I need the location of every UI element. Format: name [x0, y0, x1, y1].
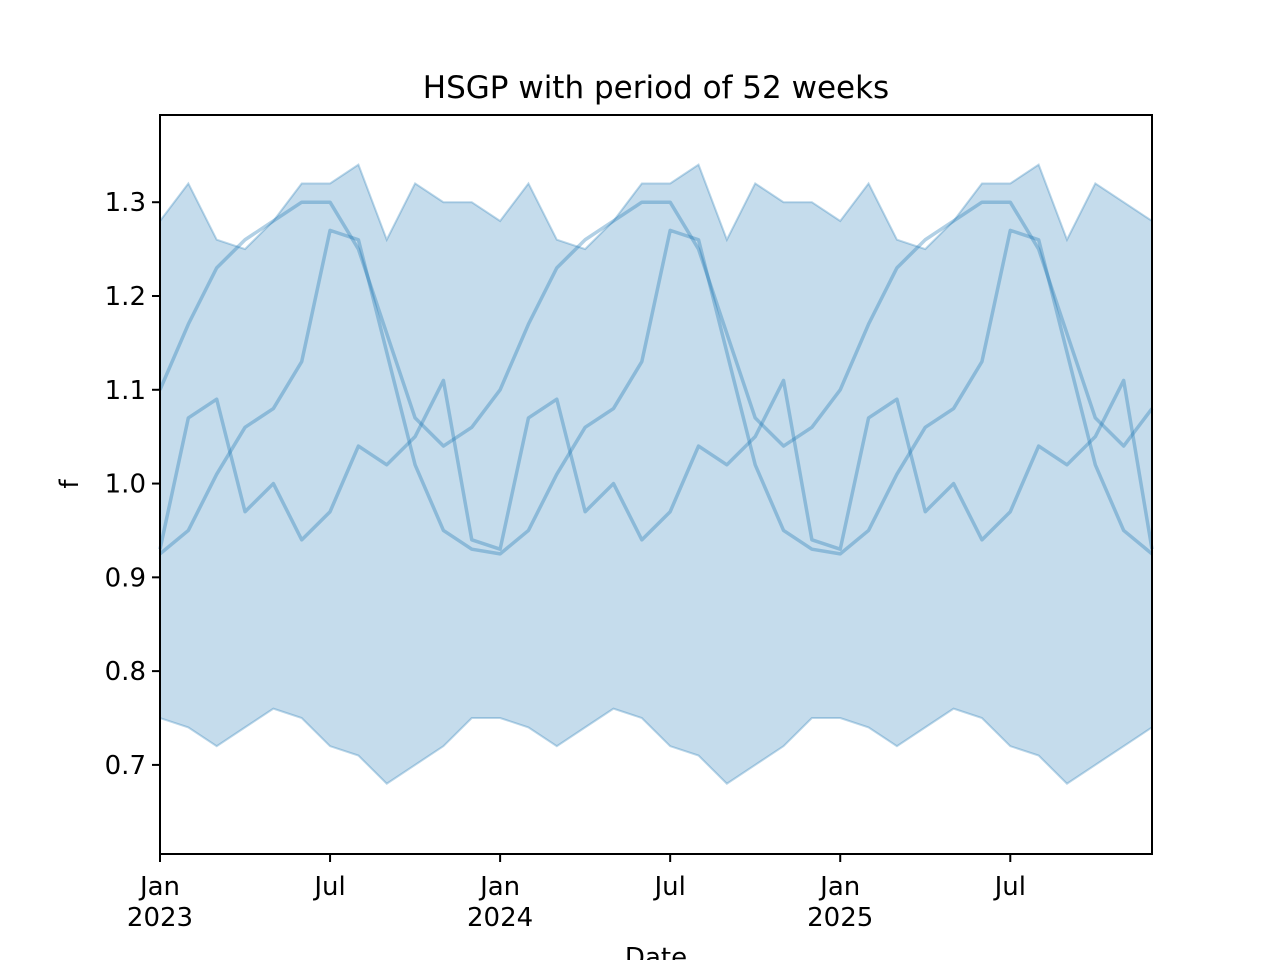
- x-tick-label: Jan 2023: [127, 872, 193, 933]
- y-tick-label: 1.3: [105, 188, 146, 218]
- x-tick-label: Jan 2025: [807, 872, 873, 933]
- sample-line: [158, 378, 1154, 551]
- chart-title: HSGP with period of 52 weeks: [423, 70, 889, 106]
- y-tick-label: 0.8: [105, 657, 146, 687]
- sample-line: [158, 228, 1154, 556]
- x-tick-label: Jan 2024: [467, 872, 533, 933]
- x-tick-label: Jul: [652, 872, 685, 902]
- y-tick-label: 1.1: [105, 376, 146, 406]
- x-tick-label: Jul: [993, 872, 1026, 902]
- y-tick-label: 0.7: [105, 751, 146, 781]
- x-tick-label: Jul: [312, 872, 345, 902]
- y-tick-label: 0.9: [105, 563, 146, 593]
- x-axis-label: Date: [625, 943, 687, 960]
- sample-line: [158, 200, 1154, 448]
- y-tick-label: 1.0: [105, 470, 146, 500]
- y-tick-label: 1.2: [105, 282, 146, 312]
- y-axis-label: f: [55, 479, 85, 489]
